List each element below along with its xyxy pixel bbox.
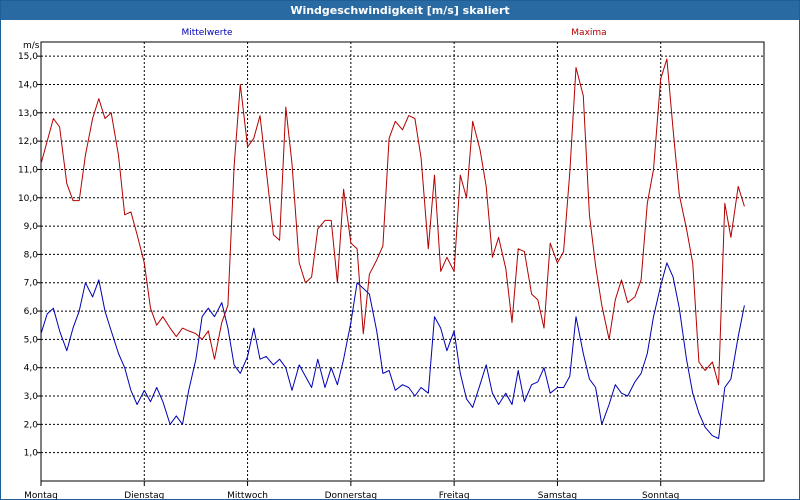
y-tick-label: 10,0 [18,194,38,204]
y-tick-label: 6,0 [24,307,39,317]
y-tick-label: 8,0 [24,250,39,260]
series-line-maxima [40,58,745,386]
y-tick-label: 4,0 [24,364,39,374]
x-tick-day-label: Freitag [439,491,470,499]
y-tick-label: 7,0 [24,279,39,289]
wind-speed-chart: 1,0 2,0 3,0 4,0 5,0 6,0 7,0 8,0 9,0 10,0 11,0 12,0 1… [18,28,765,499]
data-series [40,58,745,439]
legend-mittelwerte: Mittelwerte [181,28,232,38]
y-tick-label: 3,0 [24,392,39,402]
x-tick-day-label: Mittwoch [227,491,268,499]
y-tick-label: 9,0 [24,222,39,232]
x-tick-day-label: Sonntag [642,491,679,499]
y-tick-label: 14,0 [18,80,38,90]
series-line-mittelwerte [40,262,745,439]
x-tick-day-label: Montag [24,491,58,499]
legend-maxima: Maxima [571,28,606,38]
window-title: Windgeschwindigkeit [m/s] skaliert [1,1,799,20]
x-tick-day-label: Samstag [538,491,577,499]
y-tick-label: 15,0 [18,52,38,62]
y-axis-ticks: 1,0 2,0 3,0 4,0 5,0 6,0 7,0 8,0 9,0 10,0 11,0 12,0 1… [18,52,41,459]
y-tick-label: 13,0 [18,109,38,119]
y-axis-unit-label: m/s [23,41,40,51]
x-tick-day-label: Donnerstag [325,491,378,499]
grid-lines [41,42,764,481]
y-tick-label: 12,0 [18,137,38,147]
y-tick-label: 1,0 [24,449,39,459]
x-axis-ticks: Montag06.11.23Dienstag07.11.23Mittwoch08… [24,481,679,499]
x-tick-day-label: Dienstag [124,491,164,499]
y-tick-label: 2,0 [24,420,39,430]
plot-area-frame [40,41,765,482]
y-tick-label: 5,0 [24,335,39,345]
y-tick-label: 11,0 [18,165,38,175]
